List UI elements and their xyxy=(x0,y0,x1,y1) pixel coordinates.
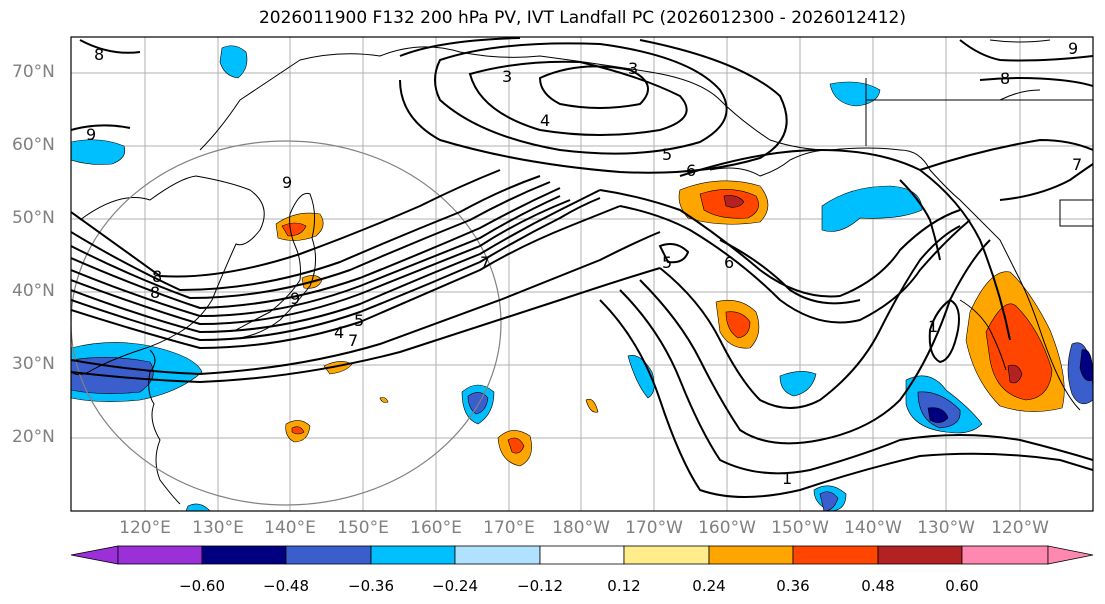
contour-label: 6 xyxy=(724,253,734,272)
lon-label-170w: 170°W xyxy=(625,518,683,538)
map-frame xyxy=(70,36,1094,512)
contour-label: 7 xyxy=(1072,155,1082,174)
shaded-anomalies xyxy=(71,45,1093,511)
reference-circle xyxy=(71,140,502,506)
contour-label: 8 xyxy=(150,283,160,302)
contour-label: 6 xyxy=(686,161,696,180)
colorbar xyxy=(70,545,1094,565)
map-area xyxy=(71,37,1093,511)
lon-label-160e: 160°E xyxy=(410,518,462,538)
lat-label-30n: 30°N xyxy=(12,354,55,374)
contour-label: 4 xyxy=(334,323,344,342)
colorbar-tick: −0.24 xyxy=(432,577,478,595)
lat-label-70n: 70°N xyxy=(12,62,55,82)
map-title: 2026011900 F132 200 hPa PV, IVT Landfall… xyxy=(258,8,906,28)
lon-label-140e: 140°E xyxy=(264,518,316,538)
pv-contours xyxy=(71,37,1093,498)
colorbar-tick: −0.36 xyxy=(348,577,394,595)
colorbar-tick: 0.12 xyxy=(607,577,641,595)
colorbar-tick: 0.60 xyxy=(945,577,979,595)
lon-label-150e: 150°E xyxy=(337,518,389,538)
lon-label-150w: 150°W xyxy=(771,518,829,538)
contour-label-group: 8 9 3 3 4 5 6 7 5 6 1 1 8 8 9 9 4 5 7 7 … xyxy=(86,39,1082,488)
contour-label: 4 xyxy=(540,111,550,130)
colorbar-tick: 0.24 xyxy=(692,577,726,595)
contour-label: 8 xyxy=(152,267,162,286)
contour-label: 5 xyxy=(662,253,672,272)
lon-label-160w: 160°W xyxy=(698,518,756,538)
contour-label: 7 xyxy=(480,253,490,272)
contour-label: 5 xyxy=(354,311,364,330)
lon-label-120w: 120°W xyxy=(991,518,1049,538)
contour-label: 3 xyxy=(502,67,512,86)
contour-label: 9 xyxy=(290,289,300,308)
contour-label: 1 xyxy=(782,469,792,488)
colorbar-min-extension xyxy=(70,545,119,565)
contour-label: 1 xyxy=(928,317,938,336)
lon-label-120e: 120°E xyxy=(119,518,171,538)
colorbar-max-extension xyxy=(1047,545,1094,565)
coastlines xyxy=(71,39,1093,505)
colorbar-tick: −0.48 xyxy=(263,577,309,595)
lon-label-130w: 130°W xyxy=(917,518,975,538)
colorbar-tick: −0.60 xyxy=(179,577,225,595)
lon-label-130e: 130°E xyxy=(192,518,244,538)
lon-label-140w: 140°W xyxy=(844,518,902,538)
lat-label-50n: 50°N xyxy=(12,208,55,228)
lon-label-170e: 170°E xyxy=(483,518,535,538)
contour-label: 9 xyxy=(86,125,96,144)
colorbar-tick: 0.48 xyxy=(861,577,895,595)
contour-label: 7 xyxy=(348,331,358,350)
contour-label: 8 xyxy=(1000,69,1010,88)
contour-label: 8 xyxy=(94,45,104,64)
lon-label-180w: 180°W xyxy=(552,518,610,538)
contour-label: 9 xyxy=(282,173,292,192)
colorbar-tick: −0.12 xyxy=(517,577,563,595)
lat-label-60n: 60°N xyxy=(12,135,55,155)
contour-label: 5 xyxy=(662,145,672,164)
colorbar-tick: 0.36 xyxy=(776,577,810,595)
contour-label: 3 xyxy=(628,59,638,78)
contour-label: 9 xyxy=(1068,39,1078,58)
lat-label-40n: 40°N xyxy=(12,281,55,301)
lat-label-20n: 20°N xyxy=(12,427,55,447)
